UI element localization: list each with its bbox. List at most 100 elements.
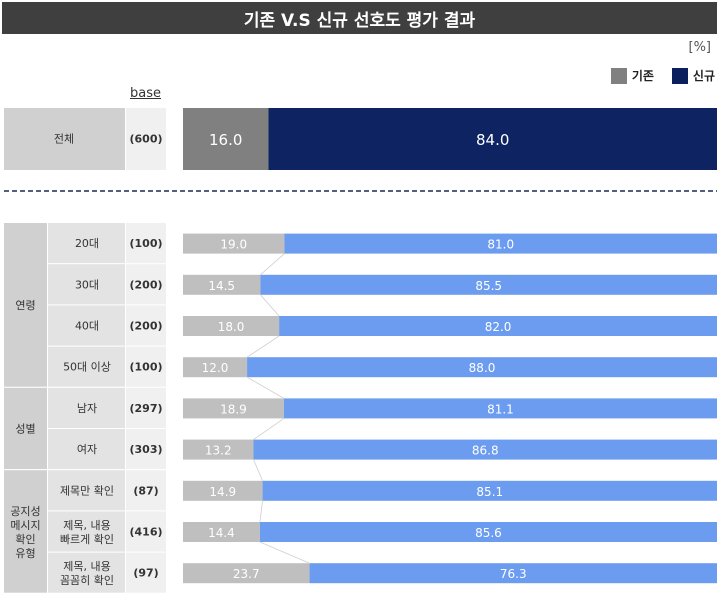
unit-label: [%] [688,40,712,55]
row-label-cell [48,264,125,305]
row-base: (200) [129,320,162,333]
bar-new [260,274,717,295]
group-separator [4,592,166,595]
bar-new [259,522,717,542]
row-base: (297) [129,402,162,415]
legend-entry-new: 신규 [671,67,715,84]
bar-value-new: 88.0 [469,361,496,375]
bar-new [279,316,717,336]
row-label-cell [48,305,125,346]
row-label-cell [48,223,125,264]
total-label-cell [4,108,125,170]
bar-new [247,357,717,378]
total-value-existing: 16.0 [209,131,242,149]
total-base: (600) [129,133,162,146]
row-label: 제목만 확인 [60,484,114,497]
connector-line [259,500,263,523]
bar-value-new: 76.3 [500,567,527,581]
bar-new [283,398,717,419]
legend-entry-existing: 기존 [610,67,654,84]
bar-value-existing: 19.0 [220,238,247,252]
row-base: (100) [129,237,162,250]
row-base-cell [126,346,166,387]
row-label-cell [48,552,125,593]
bar-value-existing: 14.4 [208,526,235,540]
total-bar-new [268,108,717,170]
connector-line [260,253,285,276]
bar-value-existing: 23.7 [233,567,260,581]
legend-label-new: 신규 [692,69,715,83]
bar-value-new: 81.0 [487,238,514,252]
connector-line [259,541,310,564]
bar-value-new: 82.0 [485,320,512,334]
group-label: 성별 [15,423,35,436]
bar-value-new: 86.8 [472,444,499,458]
row-base: (100) [129,361,162,374]
connector-line [253,459,263,481]
chart-title: 기존 V.S 신규 선호도 평가 결과 [2,2,717,34]
row-base: (303) [129,443,162,456]
row-base-cell [126,387,166,428]
row-label: 제목, 내용 꼼꼼히 확인 [60,560,114,587]
legend-swatch-existing [610,67,627,84]
row-label: 30대 [75,278,99,291]
bar-existing [183,439,254,460]
total-value-new: 84.0 [476,131,509,149]
bar-value-new: 81.1 [487,402,514,416]
total-bar-existing [183,108,269,170]
bar-existing [183,357,248,378]
total-label: 전체 [54,133,74,146]
row-label: 여자 [77,443,97,456]
row-base: (97) [133,567,158,580]
row-base-cell [126,429,166,470]
connector-line [246,335,280,358]
total-base-cell [126,108,166,170]
bar-value-existing: 12.0 [202,361,229,375]
connector-line [253,418,285,440]
bar-existing [183,522,260,542]
bar-existing [183,398,284,419]
base-header: base [130,86,161,101]
row-label-cell [48,346,125,387]
row-label: 남자 [77,402,97,415]
row-base-cell [126,223,166,264]
bar-existing [183,233,285,254]
row-base: (87) [133,484,158,497]
bar-existing [183,316,280,336]
bar-new [262,480,717,501]
group-label-cell [4,223,47,387]
bar-new [284,233,717,254]
bar-existing [183,274,261,295]
row-base-cell [126,552,166,593]
bar-value-existing: 14.5 [208,279,235,293]
row-label: 50대 이상 [63,361,111,374]
row-base-cell [126,470,166,511]
bar-existing [183,563,310,584]
bar-value-new: 85.1 [476,485,503,499]
bar-value-new: 85.5 [475,279,502,293]
bar-value-existing: 14.9 [209,485,236,499]
row-label: 제목, 내용 빠르게 확인 [60,519,114,546]
legend: 기존 신규 [593,67,715,84]
row-label-cell [48,470,125,511]
legend-swatch-new [671,67,688,84]
row-base-cell [126,305,166,346]
group-label-cell [4,470,47,593]
row-label-cell [48,511,125,552]
bar-new [309,563,717,584]
group-label-cell [4,387,47,470]
group-label: 연령 [15,299,35,312]
connector-line [246,376,285,399]
bar-new [253,439,717,460]
bar-value-existing: 18.9 [220,402,247,416]
row-base-cell [126,511,166,552]
bar-value-existing: 18.0 [218,320,245,334]
group-label: 공지성 메시지 확인 유형 [10,505,40,560]
row-label-cell [48,429,125,470]
row-label: 40대 [75,320,99,333]
connector-line [260,294,280,317]
bar-existing [183,480,263,501]
row-label: 20대 [75,237,99,250]
row-base: (200) [129,278,162,291]
